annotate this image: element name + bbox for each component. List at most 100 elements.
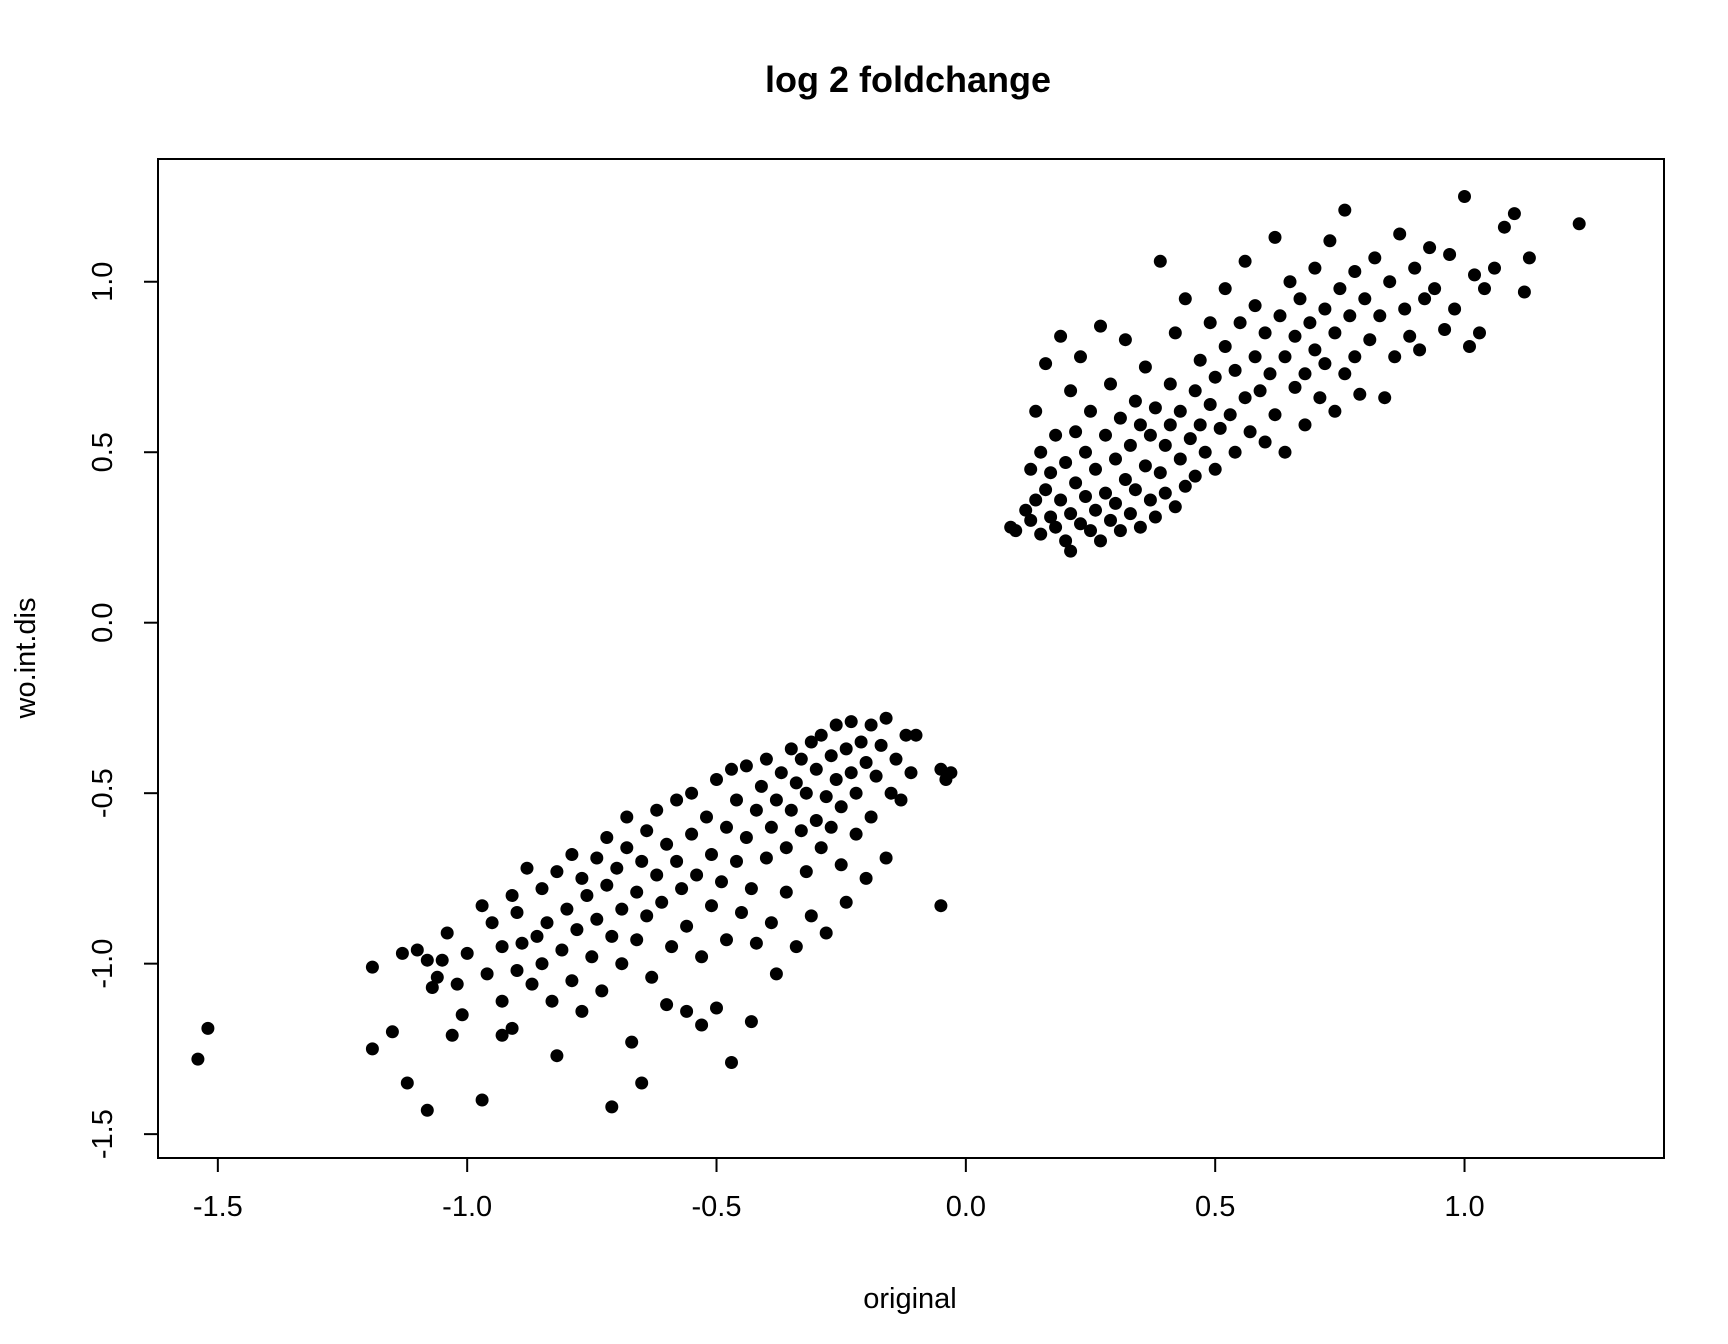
data-point (1383, 275, 1397, 289)
data-point (1278, 445, 1292, 459)
data-point (1413, 343, 1427, 357)
data-point (570, 923, 584, 937)
x-tick-label: -1.5 (193, 1191, 243, 1223)
data-point (1084, 524, 1097, 538)
data-point (1133, 418, 1147, 432)
data-point (1348, 350, 1362, 364)
data-point (1283, 275, 1297, 289)
data-point (1128, 483, 1142, 497)
data-point (1473, 326, 1486, 340)
data-point (395, 946, 409, 960)
data-point (819, 926, 833, 940)
data-point (844, 715, 858, 729)
data-point (1308, 343, 1322, 357)
data-point (814, 728, 828, 742)
data-point (1488, 261, 1501, 275)
data-point (1338, 367, 1352, 381)
data-point (575, 871, 589, 885)
data-point (1163, 418, 1177, 432)
data-point (475, 899, 489, 913)
data-point (1009, 524, 1023, 538)
data-point (1348, 265, 1362, 278)
data-point (744, 882, 758, 896)
data-point (1288, 329, 1302, 343)
data-point (685, 786, 699, 800)
data-point (1328, 326, 1342, 340)
data-point (1358, 292, 1372, 306)
data-point (450, 977, 464, 991)
data-point (535, 957, 549, 971)
data-point (1238, 254, 1252, 268)
data-point (600, 831, 614, 844)
data-point (1522, 251, 1536, 265)
data-point (435, 953, 449, 967)
data-points (191, 190, 1586, 1117)
data-point (1089, 503, 1102, 517)
data-point (809, 762, 823, 776)
data-point (560, 902, 574, 916)
data-point (1338, 203, 1352, 217)
data-point (1019, 503, 1033, 517)
data-point (824, 749, 838, 763)
data-point (685, 827, 699, 841)
data-point (1123, 507, 1137, 521)
data-point (510, 906, 524, 919)
data-point (1228, 445, 1242, 459)
data-point (600, 878, 614, 892)
y-tick-label: -1.5 (87, 1109, 119, 1159)
y-axis-label: wo.int.dis (10, 598, 42, 720)
data-point (420, 1103, 434, 1117)
data-point (1089, 462, 1102, 476)
data-point (710, 1001, 723, 1015)
data-point (819, 790, 833, 804)
data-point (1059, 534, 1073, 548)
data-point (884, 786, 898, 800)
data-point (749, 803, 763, 817)
data-point (1039, 483, 1053, 497)
data-point (814, 841, 828, 855)
data-point (1173, 452, 1187, 466)
data-point (515, 936, 529, 950)
data-point (1074, 350, 1087, 364)
data-point (1233, 316, 1247, 330)
data-point (1208, 462, 1222, 476)
data-point (1158, 486, 1172, 500)
data-point (580, 889, 594, 902)
data-point (605, 929, 619, 943)
data-point (495, 1028, 509, 1042)
data-point (769, 793, 783, 807)
data-point (1029, 404, 1043, 418)
data-point (1308, 261, 1322, 275)
data-point (645, 970, 659, 984)
data-point (1044, 466, 1058, 480)
data-point (769, 967, 783, 981)
data-point (839, 895, 853, 909)
data-point (1373, 309, 1387, 323)
data-point (1203, 316, 1217, 330)
data-point (894, 793, 908, 807)
data-point (1198, 445, 1212, 459)
data-point (610, 861, 624, 875)
data-point (1173, 404, 1187, 418)
data-point (705, 899, 718, 913)
data-point (779, 841, 793, 855)
data-point (1318, 302, 1332, 316)
data-point (844, 766, 858, 780)
data-point (1034, 527, 1048, 541)
data-point (1143, 428, 1157, 442)
data-point (665, 940, 679, 954)
data-point (1273, 309, 1287, 323)
data-point (640, 824, 654, 838)
data-point (725, 1056, 738, 1069)
data-point (1458, 190, 1471, 203)
data-point (1328, 404, 1342, 418)
data-point (764, 916, 778, 930)
data-point (410, 943, 424, 957)
data-point (1148, 401, 1162, 415)
data-point (525, 977, 539, 991)
data-point (445, 1028, 459, 1042)
data-point (640, 909, 654, 923)
data-point (739, 831, 753, 844)
data-point (730, 793, 743, 807)
